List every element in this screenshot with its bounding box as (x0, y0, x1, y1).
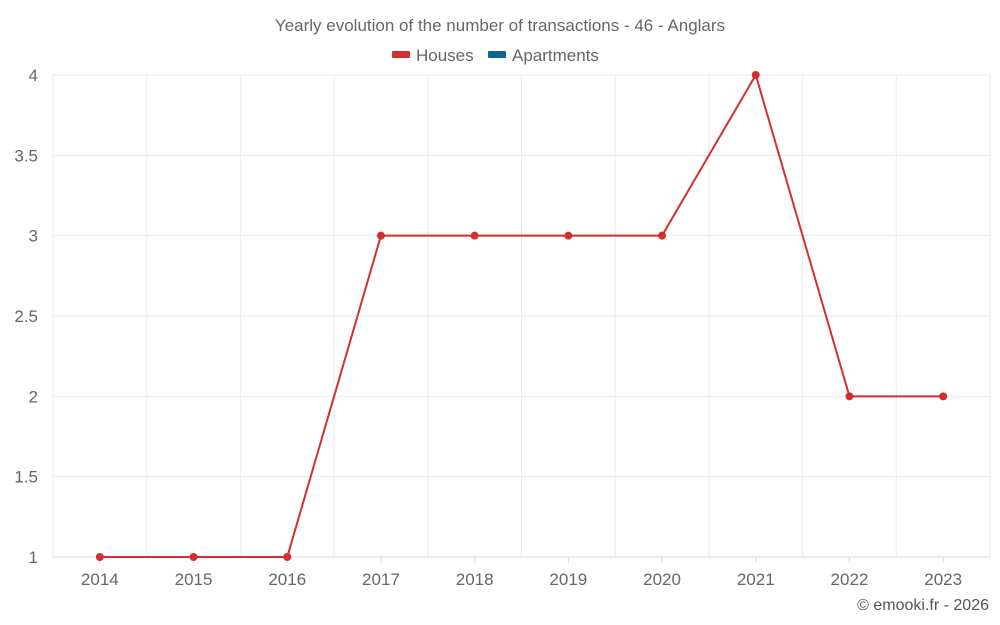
x-tick-label: 2018 (456, 570, 494, 589)
y-tick-label: 1.5 (14, 468, 38, 487)
axes: 1 1.5 2 2.5 3 3.5 4 2014 2015 2016 2017 2018 2019 202… (14, 66, 990, 589)
data-point-houses[interactable] (658, 231, 667, 240)
y-tick-label: 1 (29, 548, 38, 567)
series-line-houses (99, 74, 944, 558)
grid (52, 74, 991, 557)
x-tick-label: 2023 (924, 570, 962, 589)
data-point-houses[interactable] (845, 392, 854, 401)
x-tick-label: 2021 (737, 570, 775, 589)
series (95, 71, 948, 561)
legend-item-houses[interactable]: Houses (392, 46, 474, 65)
legend-label-apartments: Apartments (512, 46, 599, 65)
data-point-houses[interactable] (751, 71, 760, 79)
x-tick-label: 2020 (643, 570, 681, 589)
data-point-houses[interactable] (470, 231, 479, 240)
y-tick-label: 3.5 (14, 146, 38, 165)
credit-text: © emooki.fr - 2026 (857, 597, 989, 614)
x-tick-label: 2022 (831, 570, 869, 589)
y-tick-label: 4 (29, 66, 38, 85)
data-point-houses[interactable] (283, 553, 292, 561)
x-tick-label: 2017 (362, 570, 400, 589)
legend: Houses Apartments (392, 46, 599, 65)
data-point-houses[interactable] (564, 231, 573, 240)
legend-swatch-apartments (488, 51, 506, 58)
legend-swatch-houses (392, 51, 410, 58)
chart-title: Yearly evolution of the number of transa… (275, 16, 725, 35)
data-point-houses[interactable] (189, 553, 198, 561)
y-tick-label: 2.5 (14, 307, 38, 326)
x-tick-label: 2014 (81, 570, 119, 589)
x-tick-label: 2016 (268, 570, 306, 589)
data-point-houses[interactable] (95, 553, 104, 561)
legend-label-houses: Houses (416, 46, 474, 65)
data-point-houses[interactable] (376, 231, 385, 240)
data-point-houses[interactable] (939, 392, 948, 401)
x-tick-label: 2019 (549, 570, 587, 589)
y-tick-label: 3 (29, 227, 38, 246)
y-tick-label: 2 (29, 387, 38, 406)
x-tick-label: 2015 (175, 570, 213, 589)
legend-item-apartments[interactable]: Apartments (488, 46, 599, 65)
